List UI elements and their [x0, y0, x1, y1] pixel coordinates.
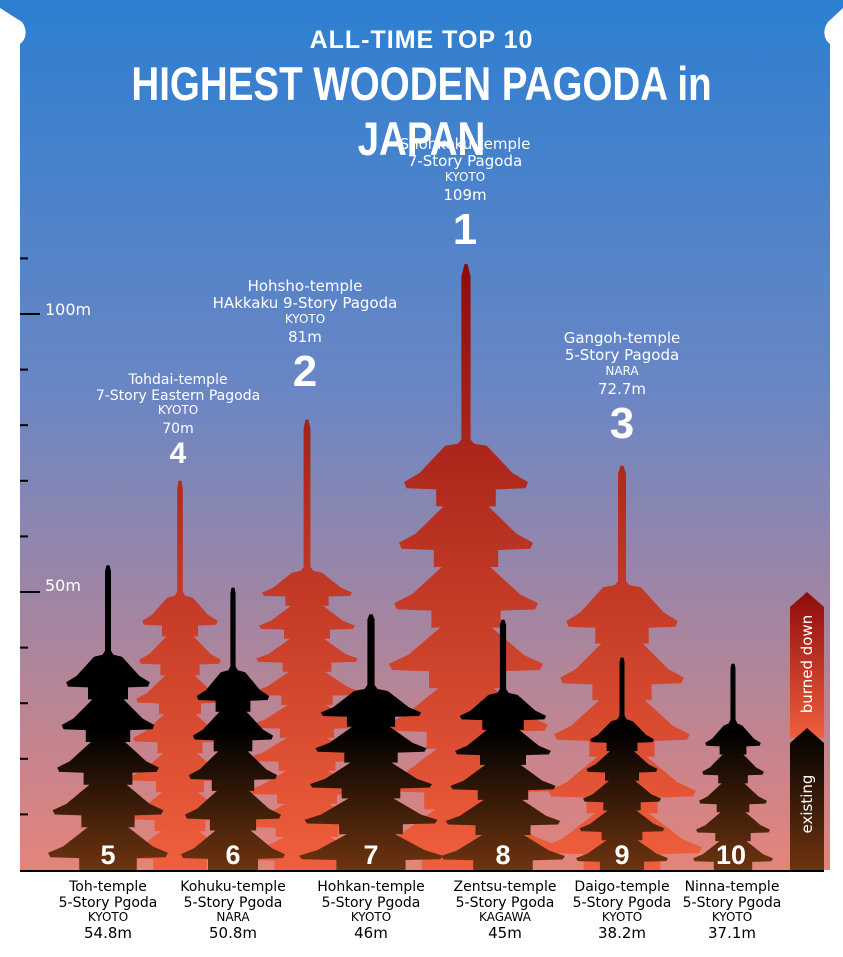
chart-title: HIGHEST WOODEN PAGODA in JAPAN	[131, 57, 712, 165]
pagoda-5-height: 54.8m	[83, 923, 132, 942]
pagoda-2-type: HAkkaku 9-Story Pagoda	[212, 294, 398, 313]
pagoda-6-rank: 6	[225, 840, 241, 870]
pagoda-2-name: Hohsho-temple	[247, 277, 363, 295]
pagoda-8-height: 45m	[488, 923, 522, 942]
pagoda-4-height: 70m	[162, 420, 194, 437]
pagoda-4-type: 7-Story Eastern Pagoda	[95, 388, 261, 405]
pagoda-10-type: 5-Story Pgoda	[682, 894, 782, 911]
pagoda-6-name: Kohuku-temple	[180, 879, 286, 895]
label-pagoda-9: Daigo-temple 5-Story Pgoda KYOTO 38.2m	[556, 879, 688, 942]
pagoda-8-type: 5-Story Pgoda	[455, 894, 555, 911]
label-pagoda-10: Ninna-temple 5-Story Pgoda KYOTO 37.1m	[666, 879, 798, 942]
legend-existing-label: existing	[798, 774, 816, 834]
label-pagoda-1: Shohkoku-temple 7-Story Pagoda KYOTO 109…	[335, 135, 595, 255]
pagoda-5-rank: 5	[100, 840, 116, 870]
pagoda-7-type: 5-Story Pgoda	[321, 894, 421, 911]
y-tick-label-100: 100m	[45, 300, 92, 319]
pagoda-9-rank: 9	[614, 840, 630, 870]
pagoda-3-rank: 3	[609, 398, 635, 448]
pagoda-3-height: 72.7m	[597, 380, 646, 399]
pagoda-2-rank: 2	[292, 346, 318, 396]
y-tick-label-50: 50m	[45, 576, 81, 595]
pagoda-7-height: 46m	[354, 923, 388, 942]
pagoda-10-prefecture: KYOTO	[711, 910, 753, 925]
existing-pagodas	[48, 565, 773, 870]
pagoda-1-height: 109m	[443, 186, 487, 205]
pagoda-6-height: 50.8m	[208, 923, 257, 942]
pagoda-2-height: 81m	[288, 328, 322, 347]
pagoda-7-silhouette	[299, 614, 443, 870]
label-pagoda-5: Toh-temple 5-Story Pgoda KYOTO 54.8m	[42, 879, 174, 942]
pagoda-8-name: Zentsu-temple	[453, 879, 557, 895]
legend-existing-swatch	[790, 728, 824, 870]
pagoda-10-silhouette	[693, 663, 773, 870]
label-pagoda-4: Tohdai-temple 7-Story Eastern Pagoda KYO…	[48, 372, 308, 472]
pagoda-9-height: 38.2m	[597, 923, 646, 942]
pagoda-4-prefecture: KYOTO	[157, 403, 199, 418]
pagoda-4-rank: 4	[169, 437, 187, 471]
label-pagoda-2: Hohsho-temple HAkkaku 9-Story Pagoda KYO…	[175, 277, 435, 397]
pagoda-7-rank: 7	[363, 840, 379, 870]
pagoda-9-type: 5-Story Pgoda	[572, 894, 672, 911]
label-pagoda-6: Kohuku-temple 5-Story Pgoda NARA 50.8m	[167, 879, 299, 942]
pagoda-3-prefecture: NARA	[605, 363, 639, 378]
pagoda-5-silhouette	[48, 565, 168, 870]
chart-subtitle: ALL-TIME TOP 10	[309, 26, 534, 54]
pagoda-8-prefecture: KAGAWA	[479, 910, 531, 925]
pagoda-2-silhouette	[239, 419, 375, 870]
pagoda-1-prefecture: KYOTO	[444, 169, 486, 184]
pagoda-6-type: 5-Story Pgoda	[183, 894, 283, 911]
label-pagoda-8: Zentsu-temple 5-Story Pgoda KAGAWA 45m	[439, 879, 571, 942]
pagoda-10-rank: 10	[715, 840, 747, 870]
pagoda-9-silhouette	[576, 657, 668, 870]
pagoda-3-name: Gangoh-temple	[563, 329, 681, 347]
pagoda-10-height: 37.1m	[707, 923, 756, 942]
pagoda-8-rank: 8	[495, 840, 511, 870]
pagoda-7-prefecture: KYOTO	[350, 910, 392, 925]
pagoda-5-prefecture: KYOTO	[87, 910, 129, 925]
legend-burned-swatch	[790, 592, 824, 738]
pagoda-8-silhouette	[441, 619, 565, 870]
pagoda-9-name: Daigo-temple	[574, 879, 670, 895]
pagoda-9-prefecture: KYOTO	[601, 910, 643, 925]
label-pagoda-7: Hohkan-temple 5-Story Pgoda KYOTO 46m	[305, 879, 437, 942]
legend-burned-label: burned down	[798, 614, 816, 714]
pagoda-10-name: Ninna-temple	[684, 879, 780, 895]
pagoda-5-type: 5-Story Pgoda	[58, 894, 158, 911]
pagoda-4-name: Tohdai-temple	[128, 372, 228, 388]
pagoda-2-prefecture: KYOTO	[284, 311, 326, 326]
pagoda-7-name: Hohkan-temple	[317, 879, 425, 895]
legend	[790, 592, 824, 870]
pagoda-1-type: 7-Story Pagoda	[407, 152, 523, 171]
label-pagoda-3: Gangoh-temple 5-Story Pagoda NARA 72.7m …	[492, 329, 752, 449]
pagoda-1-rank: 1	[452, 204, 478, 254]
pagoda-6-silhouette	[181, 587, 285, 870]
pagoda-6-prefecture: NARA	[216, 910, 250, 925]
pagoda-1-name: Shohkoku-temple	[399, 135, 531, 153]
pagoda-3-type: 5-Story Pagoda	[564, 346, 680, 365]
pagoda-5-name: Toh-temple	[69, 879, 147, 895]
y-axis-ticks	[20, 257, 40, 816]
